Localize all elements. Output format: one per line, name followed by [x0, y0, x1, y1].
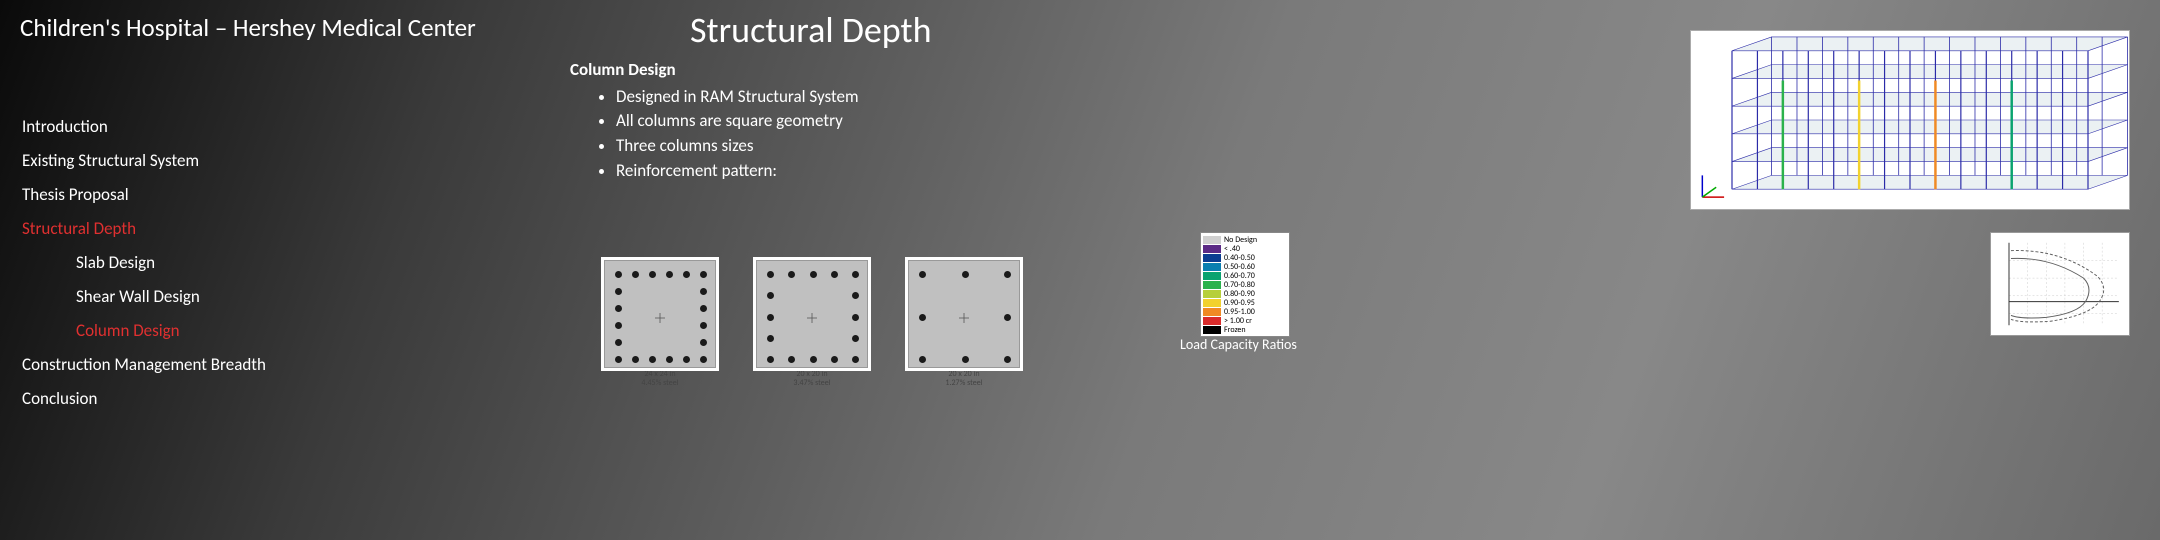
- slide-title: Structural Depth: [690, 8, 932, 52]
- nav-item[interactable]: Shear Wall Design: [22, 280, 266, 314]
- bullet-item: Reinforcement pattern:: [616, 159, 1130, 184]
- legend-row: Frozen: [1203, 325, 1287, 334]
- bullet-item: Designed in RAM Structural System: [616, 85, 1130, 110]
- nav-item[interactable]: Conclusion: [22, 382, 266, 416]
- nav-item[interactable]: Introduction: [22, 110, 266, 144]
- nav-item[interactable]: Construction Management Breadth: [22, 348, 266, 382]
- column-section: 20 x 20 in3.47% steel: [756, 260, 868, 388]
- bullet-item: All columns are square geometry: [616, 109, 1130, 134]
- nav-item[interactable]: Existing Structural System: [22, 144, 266, 178]
- bullet-list: Designed in RAM Structural System All co…: [570, 85, 1130, 184]
- column-sections: 24 x 24 in4.45% steel 20 x 20 in3.47% ste…: [604, 260, 1020, 388]
- bullet-item: Three columns sizes: [616, 134, 1130, 159]
- legend-row: No Design: [1203, 235, 1287, 244]
- nav-item[interactable]: Thesis Proposal: [22, 178, 266, 212]
- content-block: Column Design Designed in RAM Structural…: [570, 58, 1130, 183]
- column-section: 24 x 24 in4.45% steel: [604, 260, 716, 388]
- nav-item[interactable]: Structural Depth: [22, 212, 266, 246]
- nav-outline: IntroductionExisting Structural SystemTh…: [22, 110, 266, 416]
- structural-model-3d: [1690, 30, 2130, 210]
- content-heading: Column Design: [570, 58, 1130, 83]
- capacity-legend: No Design< .400.40-0.500.50-0.600.60-0.7…: [1200, 232, 1290, 337]
- nav-item[interactable]: Column Design: [22, 314, 266, 348]
- column-section: 20 x 20 in1.27% steel: [908, 260, 1020, 388]
- nav-item[interactable]: Slab Design: [22, 246, 266, 280]
- interaction-diagram: [1990, 232, 2130, 336]
- legend-caption: Load Capacity Ratios: [1180, 336, 1297, 353]
- slide-header: Children's Hospital – Hershey Medical Ce…: [20, 12, 476, 43]
